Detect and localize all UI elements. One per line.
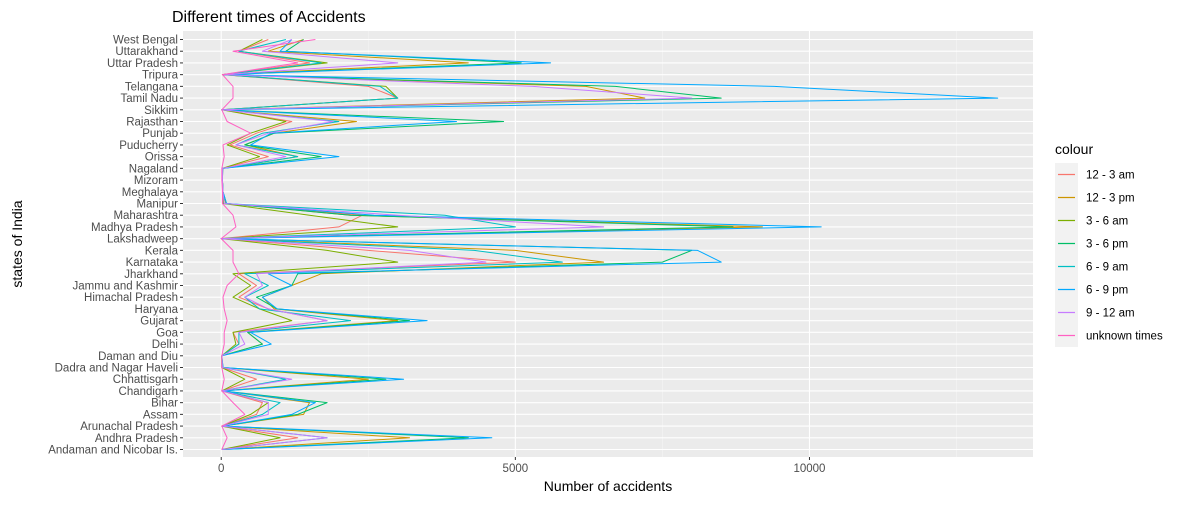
chart-title: Different times of Accidents — [172, 9, 366, 26]
legend-label: 9 - 12 am — [1086, 308, 1135, 320]
legend-label: 12 - 3 pm — [1086, 193, 1135, 205]
x-tick-label: 5000 — [503, 463, 529, 475]
y-tick-label: Rajasthan — [126, 117, 178, 129]
y-tick-label: Nagaland — [129, 163, 178, 175]
y-tick-label: Sikkim — [144, 105, 178, 117]
y-tick-label: Maharashtra — [113, 210, 178, 222]
series-line — [220, 39, 999, 450]
y-tick-label: Chandigarh — [119, 386, 178, 398]
y-tick-label: Assam — [143, 409, 178, 421]
y-tick-label: Delhi — [152, 339, 178, 351]
legend-label: unknown times — [1086, 331, 1163, 343]
y-tick-label: Andaman and Nicobar Is. — [48, 445, 178, 457]
legend-label: 3 - 6 am — [1086, 216, 1128, 228]
legend: colour 12 - 3 am 12 - 3 pm 3 - 6 am 3 - 6 p… — [1055, 141, 1163, 347]
y-axis-label: states of India — [9, 200, 25, 287]
x-axis: 0 5000 10000 — [218, 457, 825, 475]
y-tick-label: Mizoram — [134, 175, 178, 187]
y-tick-label: Daman and Diu — [98, 351, 178, 363]
series-line — [220, 39, 563, 450]
y-tick-label: Manipur — [136, 199, 178, 211]
legend-title: colour — [1055, 141, 1093, 157]
legend-label: 3 - 6 pm — [1086, 239, 1128, 251]
y-tick-label: Jharkhand — [124, 269, 178, 281]
x-tick-label: 10000 — [793, 463, 825, 475]
y-tick-label: Karnataka — [126, 257, 179, 269]
legend-label: 12 - 3 am — [1086, 170, 1135, 182]
y-tick-label: Uttar Pradesh — [107, 58, 178, 70]
y-tick-label: Tripura — [142, 70, 179, 82]
x-tick-label: 0 — [218, 463, 224, 475]
y-axis: Andaman and Nicobar Is.Andhra PradeshAru… — [48, 35, 183, 457]
y-tick-label: Punjab — [142, 128, 178, 140]
y-tick-label: Madhya Pradesh — [91, 222, 178, 234]
y-tick-label: Bihar — [151, 398, 178, 410]
y-tick-label: West Bengal — [113, 35, 178, 47]
y-tick-label: Goa — [156, 327, 178, 339]
y-tick-label: Puducherry — [119, 140, 178, 152]
x-axis-label: Number of accidents — [544, 478, 672, 494]
y-tick-label: Gujarat — [140, 316, 179, 328]
legend-label: 6 - 9 pm — [1086, 285, 1128, 297]
y-tick-label: Orissa — [145, 152, 179, 164]
legend-items: 12 - 3 am 12 - 3 pm 3 - 6 am 3 - 6 pm 6 - 9 … — [1055, 163, 1163, 347]
grid-lines — [183, 31, 1033, 457]
y-tick-label: Himachal Pradesh — [84, 292, 178, 304]
legend-label: 6 - 9 am — [1086, 262, 1128, 274]
y-tick-label: Jammu and Kashmir — [73, 281, 179, 293]
y-tick-label: Telangana — [125, 81, 179, 93]
y-tick-label: Haryana — [135, 304, 179, 316]
series-line — [220, 39, 316, 450]
y-tick-label: Lakshadweep — [107, 234, 178, 246]
y-tick-label: Meghalaya — [122, 187, 179, 199]
y-tick-label: Dadra and Nagar Haveli — [55, 363, 178, 375]
plot-panel — [183, 31, 1033, 457]
y-tick-label: Chhattisgarh — [113, 374, 178, 386]
y-tick-label: Tamil Nadu — [120, 93, 178, 105]
series-line — [220, 39, 693, 450]
y-tick-label: Kerala — [145, 245, 179, 257]
series-lines — [220, 39, 999, 450]
y-tick-label: Uttarakhand — [115, 46, 178, 58]
y-tick-label: Andhra Pradesh — [95, 433, 178, 445]
y-tick-label: Arunachal Pradesh — [80, 421, 178, 433]
